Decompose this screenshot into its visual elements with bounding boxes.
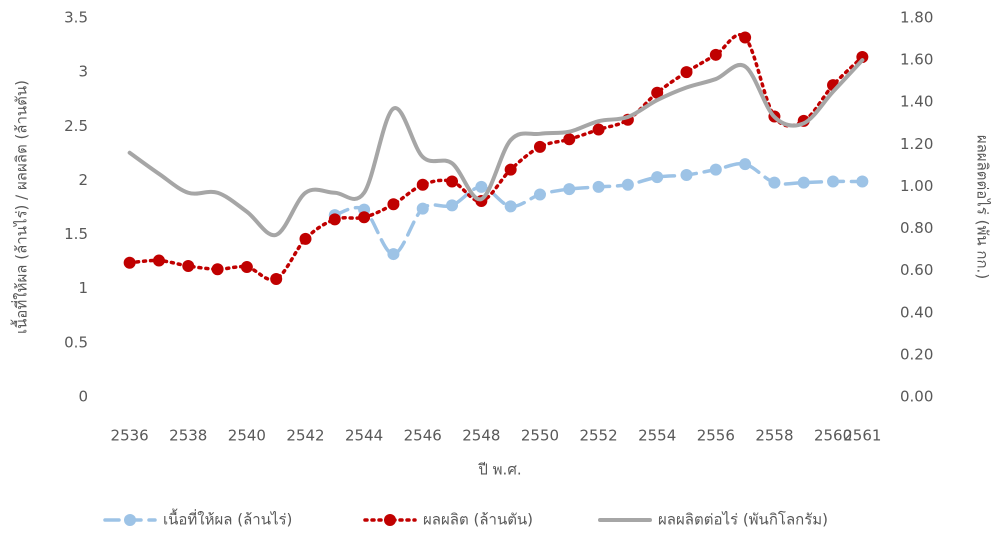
series-line [333,161,865,256]
series-marker [592,123,605,136]
series-marker [856,175,869,188]
y2-tick-label: 1.80 [900,9,933,27]
series-marker [387,248,400,261]
series-marker [504,200,517,213]
y-axis-label: เนื้อที่ให้ผล (ล้านไร่) / ผลผลิต (ล้านตั… [11,80,31,334]
series-marker [416,178,429,191]
series-marker [504,163,517,176]
x-tick-label: 2548 [462,427,500,445]
y-tick-label: 0 [78,388,88,406]
x-axis-label: ปี พ.ศ. [477,461,521,479]
series-marker [123,256,136,269]
series-marker [709,163,722,176]
y-tick-label: 2 [78,171,88,189]
legend-label: ผลผลิตต่อไร่ (พันกิโลกรัม) [658,511,828,529]
x-tick-label: 2554 [638,427,676,445]
series-marker [680,66,693,79]
series-marker [475,180,488,193]
series-marker [797,176,810,189]
series-marker [768,176,781,189]
series-marker [739,158,752,171]
series-line [127,33,865,282]
y2-tick-label: 1.60 [900,51,933,69]
series-line [127,58,865,238]
series-marker [856,50,869,63]
x-tick-label: 2544 [345,427,383,445]
series-marker [182,259,195,272]
series-marker [446,175,459,188]
y2-tick-label: 1.40 [900,93,933,111]
y-tick-label: 3 [78,63,88,81]
series-marker [651,171,664,184]
legend-marker [384,514,396,526]
series-marker [240,261,253,274]
series-marker [416,202,429,215]
x-tick-label: 2546 [404,427,442,445]
y2-tick-label: 1.20 [900,135,933,153]
y2-tick-label: 0.00 [900,388,933,406]
series-marker [358,211,371,224]
series-marker [533,188,546,201]
y-tick-label: 3.5 [64,9,88,27]
legend-marker [124,514,136,526]
series-marker [152,254,165,267]
series-marker [709,48,722,61]
y-tick-label: 1.5 [64,225,88,243]
y-tick-label: 2.5 [64,117,88,135]
x-tick-label: 2542 [286,427,324,445]
x-tick-label: 2536 [111,427,149,445]
x-tick-label: 2556 [697,427,735,445]
legend-label: ผลผลิต (ล้านตัน) [423,511,533,529]
series-marker [592,180,605,193]
series-marker [563,133,576,146]
series-marker [739,31,752,44]
series-marker [563,183,576,196]
x-tick-label: 2540 [228,427,266,445]
series-marker [827,175,840,188]
series-marker [211,263,224,276]
y2-axis-label: ผลผลิตต่อไร่ (พัน กก.) [974,135,992,279]
series-marker [651,86,664,99]
x-tick-label: 2561 [843,427,881,445]
series-marker [299,232,312,245]
y2-tick-label: 0.60 [900,261,933,279]
x-tick-label: 2538 [169,427,207,445]
series-marker [533,140,546,153]
x-tick-label: 2552 [579,427,617,445]
series-marker [328,213,341,226]
y-tick-label: 0.5 [64,333,88,351]
y-tick-label: 1 [78,279,88,297]
legend-label: เนื้อที่ให้ผล (ล้านไร่) [163,509,292,529]
y2-tick-label: 0.40 [900,303,933,321]
series-marker [680,169,693,182]
series-marker [270,272,283,285]
y2-tick-label: 0.80 [900,219,933,237]
y2-tick-label: 1.00 [900,177,933,195]
series-marker [621,178,634,191]
series-marker [446,199,459,212]
x-tick-label: 2558 [755,427,793,445]
x-tick-label: 2560 [814,427,852,445]
series-marker [387,198,400,211]
y2-tick-label: 0.20 [900,345,933,363]
x-tick-label: 2550 [521,427,559,445]
